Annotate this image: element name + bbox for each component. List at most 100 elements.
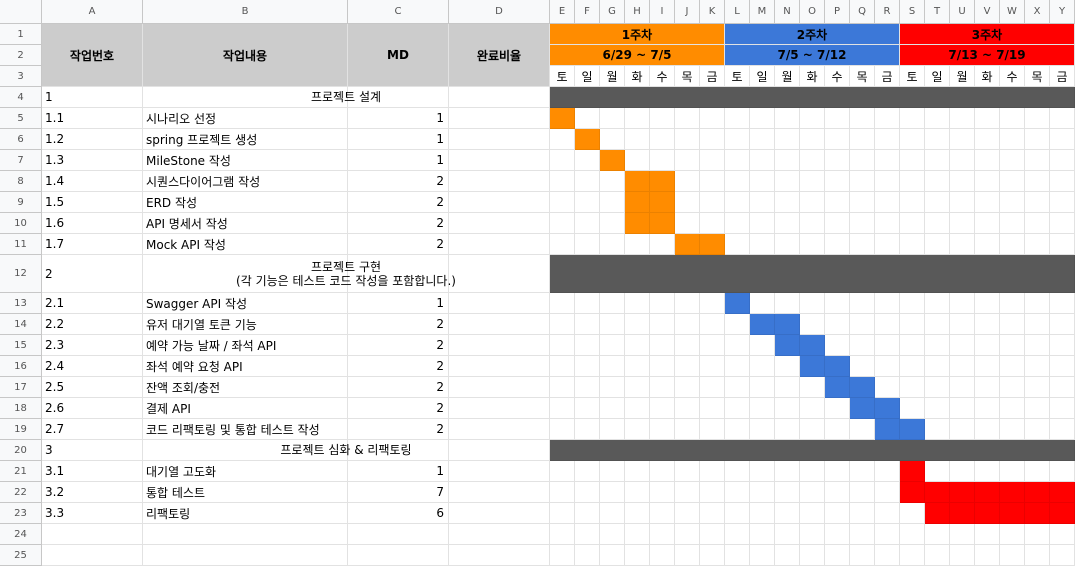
grid-cell[interactable] [775, 150, 800, 171]
grid-cell[interactable] [875, 335, 900, 356]
grid-cell[interactable] [925, 335, 950, 356]
grid-cell[interactable] [1000, 213, 1025, 234]
grid-cell[interactable] [925, 192, 950, 213]
grid-cell[interactable] [675, 482, 700, 503]
grid-cell[interactable] [700, 524, 725, 545]
grid-cell[interactable] [750, 377, 775, 398]
grid-cell[interactable] [575, 419, 600, 440]
column-header-a[interactable]: A [42, 0, 143, 24]
grid-cell[interactable] [825, 398, 850, 419]
grid-cell[interactable] [875, 129, 900, 150]
grid-cell[interactable] [725, 150, 750, 171]
grid-cell[interactable] [600, 503, 625, 524]
grid-cell[interactable] [950, 150, 975, 171]
day-header[interactable]: 수 [1000, 66, 1025, 87]
grid-cell[interactable] [875, 545, 900, 566]
grid-cell[interactable] [1025, 129, 1050, 150]
grid-cell[interactable] [1050, 293, 1075, 314]
grid-cell[interactable] [1025, 192, 1050, 213]
grid-cell[interactable] [675, 213, 700, 234]
day-header[interactable]: 금 [700, 66, 725, 87]
grid-cell[interactable] [1050, 234, 1075, 255]
grid-cell[interactable] [950, 108, 975, 129]
row-header-5[interactable]: 5 [0, 108, 42, 129]
completion-cell[interactable] [449, 293, 550, 314]
task-number-cell[interactable]: 1.6 [42, 213, 143, 234]
grid-cell[interactable] [1025, 398, 1050, 419]
day-header[interactable]: 월 [600, 66, 625, 87]
grid-cell[interactable] [750, 503, 775, 524]
grid-cell[interactable] [650, 108, 675, 129]
grid-cell[interactable] [650, 419, 675, 440]
grid-cell[interactable] [725, 129, 750, 150]
grid-cell[interactable] [575, 377, 600, 398]
grid-cell[interactable] [700, 213, 725, 234]
grid-cell[interactable] [575, 398, 600, 419]
task-number-cell[interactable]: 2.5 [42, 377, 143, 398]
day-header[interactable]: 화 [975, 66, 1000, 87]
row-header-16[interactable]: 16 [0, 356, 42, 377]
day-header[interactable]: 일 [575, 66, 600, 87]
grid-cell[interactable] [675, 503, 700, 524]
grid-cell[interactable] [825, 213, 850, 234]
grid-cell[interactable] [900, 108, 925, 129]
task-name-cell[interactable]: 대기열 고도화 [143, 461, 348, 482]
grid-cell[interactable] [850, 356, 875, 377]
column-header-w[interactable]: W [1000, 0, 1025, 24]
grid-cell[interactable] [800, 213, 825, 234]
grid-cell[interactable] [600, 335, 625, 356]
grid-cell[interactable] [1050, 108, 1075, 129]
grid-cell[interactable] [825, 503, 850, 524]
row-header-21[interactable]: 21 [0, 461, 42, 482]
week-label-1[interactable]: 1주차 [550, 24, 725, 45]
grid-cell[interactable] [950, 129, 975, 150]
grid-cell[interactable] [42, 545, 143, 566]
completion-cell[interactable] [449, 398, 550, 419]
grid-cell[interactable] [650, 545, 675, 566]
completion-cell[interactable] [449, 335, 550, 356]
grid-cell[interactable] [675, 377, 700, 398]
grid-cell[interactable] [675, 335, 700, 356]
column-header-b[interactable]: B [143, 0, 348, 24]
grid-cell[interactable] [675, 461, 700, 482]
md-cell[interactable]: 2 [348, 171, 449, 192]
grid-cell[interactable] [975, 108, 1000, 129]
grid-cell[interactable] [750, 171, 775, 192]
md-cell[interactable]: 1 [348, 461, 449, 482]
completion-cell[interactable] [449, 234, 550, 255]
grid-cell[interactable] [950, 524, 975, 545]
grid-cell[interactable] [925, 419, 950, 440]
grid-cell[interactable] [750, 545, 775, 566]
task-name-cell[interactable]: 시나리오 선정 [143, 108, 348, 129]
grid-cell[interactable] [800, 545, 825, 566]
grid-cell[interactable] [850, 461, 875, 482]
grid-cell[interactable] [575, 545, 600, 566]
grid-cell[interactable] [550, 545, 575, 566]
grid-cell[interactable] [550, 192, 575, 213]
grid-cell[interactable] [800, 524, 825, 545]
md-cell[interactable]: 2 [348, 356, 449, 377]
grid-cell[interactable] [750, 419, 775, 440]
grid-cell[interactable] [1050, 192, 1075, 213]
grid-cell[interactable] [550, 213, 575, 234]
grid-cell[interactable] [800, 108, 825, 129]
grid-cell[interactable] [675, 293, 700, 314]
grid-cell[interactable] [750, 524, 775, 545]
grid-cell[interactable] [650, 314, 675, 335]
grid-cell[interactable] [550, 335, 575, 356]
day-header[interactable]: 금 [1050, 66, 1075, 87]
grid-cell[interactable] [1025, 150, 1050, 171]
grid-cell[interactable] [900, 398, 925, 419]
grid-cell[interactable] [1025, 545, 1050, 566]
grid-cell[interactable] [850, 314, 875, 335]
grid-cell[interactable] [550, 461, 575, 482]
grid-cell[interactable] [850, 192, 875, 213]
completion-cell[interactable] [449, 213, 550, 234]
grid-cell[interactable] [1000, 377, 1025, 398]
grid-cell[interactable] [925, 314, 950, 335]
grid-cell[interactable] [975, 377, 1000, 398]
grid-cell[interactable] [725, 398, 750, 419]
header-md[interactable]: MD [348, 24, 449, 87]
grid-cell[interactable] [950, 293, 975, 314]
task-number-cell[interactable]: 1.5 [42, 192, 143, 213]
